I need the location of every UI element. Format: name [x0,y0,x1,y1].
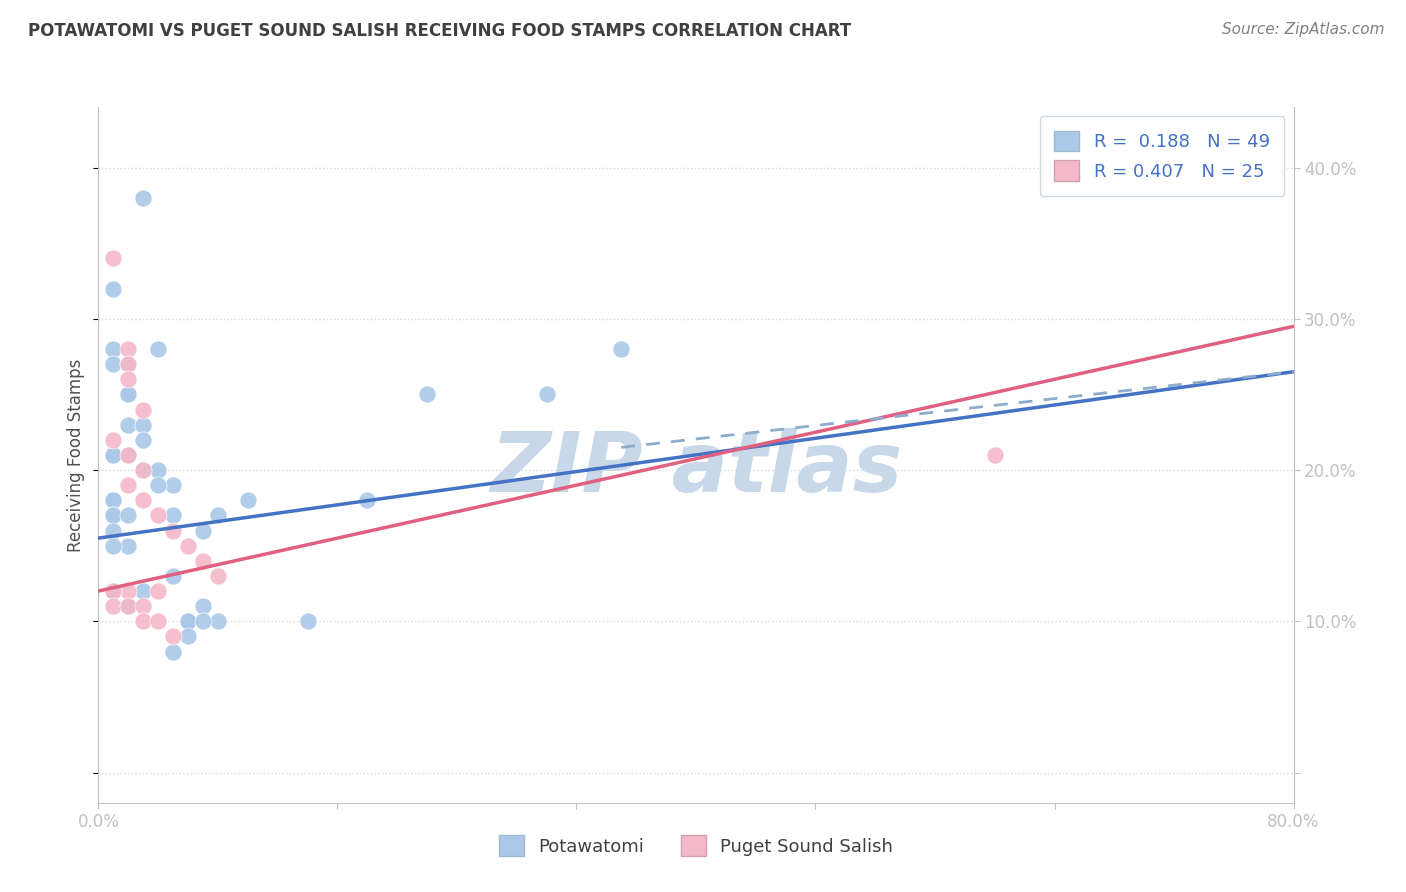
Point [416,387,439,401]
Point [177,629,200,643]
Point [117,357,139,371]
Point [117,599,139,614]
Point [191,524,214,538]
Point [117,342,139,356]
Point [148,342,170,356]
Point [103,281,125,295]
Point [148,584,170,599]
Point [148,508,170,523]
Point [148,615,170,629]
Point [132,493,155,508]
Point [117,448,139,462]
Point [162,644,184,658]
Point [132,433,155,447]
Point [103,357,125,371]
Point [177,615,200,629]
Point [148,463,170,477]
Point [132,615,155,629]
Point [117,584,139,599]
Point [103,493,125,508]
Point [117,448,139,462]
Y-axis label: Receiving Food Stamps: Receiving Food Stamps [67,359,86,551]
Point [117,599,139,614]
Point [117,448,139,462]
Point [162,478,184,492]
Point [162,508,184,523]
Point [356,493,378,508]
Point [103,493,125,508]
Point [132,463,155,477]
Point [103,584,125,599]
Point [162,629,184,643]
Point [103,584,125,599]
Point [236,493,259,508]
Point [536,387,558,401]
Point [103,508,125,523]
Point [103,342,125,356]
Point [132,191,155,205]
Point [132,584,155,599]
Point [207,615,229,629]
Point [984,448,1007,462]
Point [117,357,139,371]
Point [132,417,155,432]
Text: Source: ZipAtlas.com: Source: ZipAtlas.com [1222,22,1385,37]
Point [191,554,214,568]
Point [162,524,184,538]
Point [117,387,139,401]
Point [103,584,125,599]
Text: POTAWATOMI VS PUGET SOUND SALISH RECEIVING FOOD STAMPS CORRELATION CHART: POTAWATOMI VS PUGET SOUND SALISH RECEIVI… [28,22,851,40]
Point [117,417,139,432]
Point [148,478,170,492]
Point [117,372,139,386]
Point [191,615,214,629]
Point [103,599,125,614]
Point [297,615,319,629]
Point [117,508,139,523]
Point [177,615,200,629]
Point [132,463,155,477]
Point [207,569,229,583]
Point [610,342,633,356]
Point [103,448,125,462]
Point [162,569,184,583]
Point [103,448,125,462]
Point [177,539,200,553]
Point [207,508,229,523]
Point [132,599,155,614]
Point [103,524,125,538]
Point [191,599,214,614]
Text: ZIP atlas: ZIP atlas [489,428,903,509]
Point [117,539,139,553]
Point [103,539,125,553]
Point [103,448,125,462]
Point [117,478,139,492]
Point [117,387,139,401]
Point [103,433,125,447]
Point [103,508,125,523]
Legend: Potawatomi, Puget Sound Salish: Potawatomi, Puget Sound Salish [492,828,900,863]
Point [103,252,125,266]
Point [132,402,155,417]
